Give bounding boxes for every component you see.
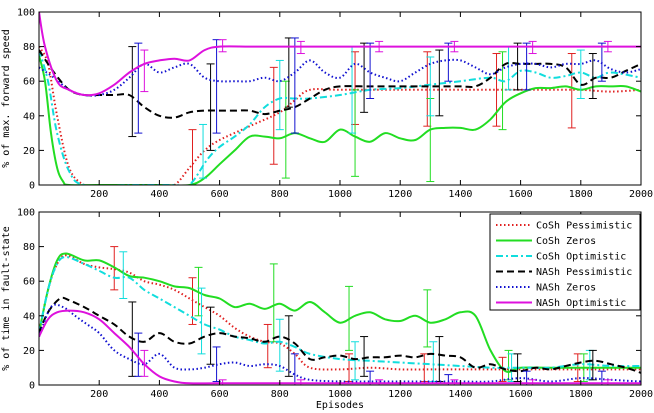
plot-area — [39, 12, 641, 185]
x-axis-label: Episodes — [316, 400, 364, 411]
series-line-nash-zeros — [39, 58, 641, 97]
series-line-nash-optimistic — [39, 309, 641, 385]
legend-box — [489, 213, 641, 311]
series-line-nash-optimistic — [39, 12, 641, 97]
x-tick-label: 200 — [90, 389, 108, 400]
y-tick-label: 100 — [17, 208, 35, 219]
y-tick-label: 40 — [23, 311, 35, 322]
series-line-nash-pessimistic — [39, 49, 641, 119]
y-tick-label: 60 — [23, 77, 35, 88]
y-tick-label: 100 — [17, 8, 35, 19]
y-tick-label: 20 — [23, 146, 35, 157]
y-axis-label: % of time in fault-state — [1, 226, 12, 371]
legend-label-nash-optimistic: NASh Optimistic — [536, 298, 626, 309]
legend-label-nash-pessimistic: NASh Pessimistic — [536, 267, 632, 278]
x-tick-label: 1800 — [569, 389, 593, 400]
series-line-cosh-zeros — [39, 252, 641, 373]
y-tick-label: 80 — [23, 242, 35, 253]
x-tick-label: 600 — [211, 389, 229, 400]
plot-lines — [39, 12, 641, 185]
legend-label-cosh-pessimistic: CoSh Pessimistic — [536, 221, 632, 232]
x-tick-label: 1200 — [388, 389, 412, 400]
x-tick-label: 800 — [271, 189, 289, 200]
y-tick-label: 0 — [29, 181, 35, 192]
panel-speed: 200 400 600 800 1000 1200 1400 1600 1800 2000 0 20 4… — [1, 8, 653, 201]
series-line-cosh-optimistic — [39, 255, 641, 369]
x-tick-label: 1000 — [328, 189, 352, 200]
y-tick-label: 60 — [23, 277, 35, 288]
x-tick-label: 2000 — [629, 189, 653, 200]
x-tick-label: 800 — [271, 389, 289, 400]
series-line-nash-pessimistic — [39, 296, 641, 374]
x-tick-label: 600 — [211, 189, 229, 200]
x-tick-label: 1400 — [448, 389, 472, 400]
y-tick-label: 80 — [23, 42, 35, 53]
y-tick-label: 20 — [23, 346, 35, 357]
series-line-cosh-pessimistic — [39, 46, 641, 185]
plot-lines — [39, 246, 641, 385]
series-line-cosh-pessimistic — [39, 254, 641, 371]
legend-label-nash-zeros: NASh Zeros — [536, 283, 596, 294]
x-tick-label: 400 — [150, 389, 168, 400]
x-tick-label: 1400 — [448, 189, 472, 200]
x-tick-label: 1600 — [509, 389, 533, 400]
y-axis-label: % of max. forward speed — [1, 29, 12, 167]
x-tick-label: 1600 — [509, 189, 533, 200]
x-tick-label: 400 — [150, 189, 168, 200]
x-tick-label: 2000 — [629, 389, 653, 400]
legend-label-cosh-optimistic: CoSh Optimistic — [536, 252, 626, 263]
x-tick-label: 1000 — [328, 389, 352, 400]
x-tick-label: 1800 — [569, 189, 593, 200]
legend: CoSh Pessimistic CoSh Zeros CoSh Optimisti… — [489, 213, 641, 311]
y-tick-label: 0 — [29, 381, 35, 392]
x-tick-label: 200 — [90, 189, 108, 200]
legend-label-cosh-zeros: CoSh Zeros — [536, 236, 596, 247]
x-tick-label: 1200 — [388, 189, 412, 200]
y-tick-label: 40 — [23, 111, 35, 122]
